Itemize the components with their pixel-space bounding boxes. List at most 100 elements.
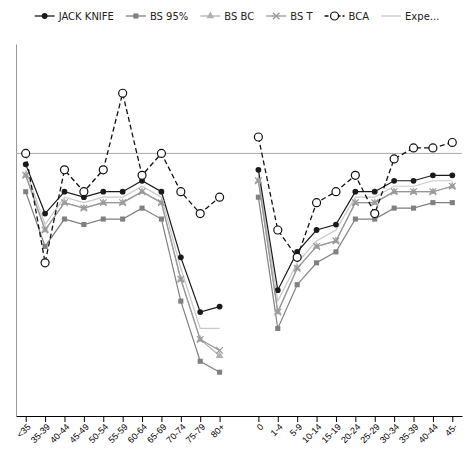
legend-item: BS T: [266, 11, 313, 22]
series: [26, 170, 453, 329]
series-marker: [22, 149, 30, 157]
series-marker: [353, 217, 358, 222]
series: [22, 172, 455, 354]
series-marker: [217, 304, 223, 310]
series-marker: [197, 309, 203, 315]
x-tick-label: 25-29: [358, 422, 381, 445]
series-marker: [391, 178, 397, 184]
legend-label: BS 95%: [150, 11, 188, 22]
series-marker: [332, 188, 340, 196]
legend-item: BCA: [325, 11, 370, 22]
series-marker: [293, 253, 301, 261]
x-tick: 50-54: [87, 416, 110, 445]
legend-marker: [133, 13, 138, 18]
x-tick-label: 65-69: [145, 422, 168, 445]
x-tick: 0: [255, 416, 266, 432]
series-marker: [275, 326, 280, 331]
series-marker: [255, 177, 262, 184]
series-marker: [449, 183, 456, 190]
series-line: [26, 175, 453, 356]
x-tick-label: 20-24: [339, 422, 362, 445]
series-marker: [275, 287, 281, 293]
x-tick: 15-19: [320, 416, 343, 445]
x-tick: 60-64: [126, 416, 149, 445]
legend-item: JACK KNIFE: [35, 11, 114, 22]
x-tick-label: 35-39: [29, 422, 52, 445]
series-line: [26, 192, 453, 373]
legend-marker: [273, 13, 280, 20]
series-marker: [157, 149, 165, 157]
series-marker: [120, 217, 125, 222]
series-marker: [410, 188, 417, 195]
series-line: [26, 175, 453, 350]
series-marker: [216, 347, 223, 354]
series-marker: [294, 265, 301, 272]
x-tick-label: 45-: [443, 422, 459, 438]
series-marker: [43, 244, 48, 249]
x-tick-mark: [452, 416, 453, 422]
series: [22, 171, 456, 358]
legend-item: BS BC: [200, 11, 254, 22]
series-marker: [351, 171, 359, 179]
series-marker: [100, 189, 106, 195]
x-tick-mark: [26, 416, 27, 422]
x-tick: 5-9: [288, 416, 304, 438]
series-marker: [22, 172, 29, 179]
legend-label: BCA: [349, 11, 370, 22]
legend-item: BS 95%: [126, 11, 188, 22]
x-tick-label: 35-39: [397, 422, 420, 445]
series-marker: [80, 188, 88, 196]
series-marker: [119, 89, 127, 97]
legend-label: JACK KNIFE: [58, 11, 114, 22]
series-marker: [392, 206, 397, 211]
series-line: [26, 93, 453, 263]
series-marker: [60, 166, 68, 174]
series-marker: [371, 199, 378, 206]
series-marker: [411, 206, 416, 211]
y-axis-line: [16, 45, 17, 417]
x-tick-label: 50-54: [87, 422, 110, 445]
series-marker: [448, 138, 456, 146]
x-tick-mark: [45, 416, 46, 422]
series-marker: [313, 199, 321, 207]
series-marker: [101, 217, 106, 222]
series-marker: [313, 243, 320, 250]
series-marker: [295, 282, 300, 287]
series-marker: [371, 210, 379, 218]
y-axis: [16, 45, 17, 417]
series-marker: [333, 249, 338, 254]
x-tick-mark: [220, 416, 221, 422]
series-marker: [314, 260, 319, 265]
series-marker: [81, 222, 86, 227]
series-marker: [178, 276, 185, 283]
legend-line: [381, 15, 401, 16]
series-marker: [391, 188, 398, 195]
x-tick: 25-29: [358, 416, 381, 445]
chart-svg: <3535-3940-4445-4950-5455-5960-6465-6970…: [0, 0, 474, 474]
series-marker: [138, 171, 146, 179]
series-marker: [333, 222, 339, 228]
x-tick: 10-14: [300, 416, 323, 445]
x-tick-mark: [297, 416, 298, 422]
x-tick-mark: [414, 416, 415, 422]
series-marker: [217, 370, 222, 375]
series-marker: [139, 188, 146, 195]
reference-line: [16, 153, 462, 154]
series-marker: [177, 188, 185, 196]
legend: JACK KNIFE BS 95% BS BC BS T BCA Expe...: [35, 11, 440, 22]
series-marker: [216, 193, 224, 201]
series-marker: [119, 199, 126, 206]
series-line: [26, 170, 453, 329]
series-marker: [120, 189, 126, 195]
x-tick-mark: [317, 416, 318, 422]
series-marker: [254, 133, 262, 141]
series-marker: [333, 238, 340, 245]
x-tick: 70-74: [164, 416, 187, 445]
legend-item: Expe...: [381, 11, 439, 22]
series-marker: [139, 206, 144, 211]
legend-label: BS BC: [224, 11, 254, 22]
x-tick-mark: [355, 416, 356, 422]
x-tick: 65-69: [145, 416, 168, 445]
x-tick-label: 10-14: [300, 422, 323, 445]
series-marker: [42, 211, 48, 217]
